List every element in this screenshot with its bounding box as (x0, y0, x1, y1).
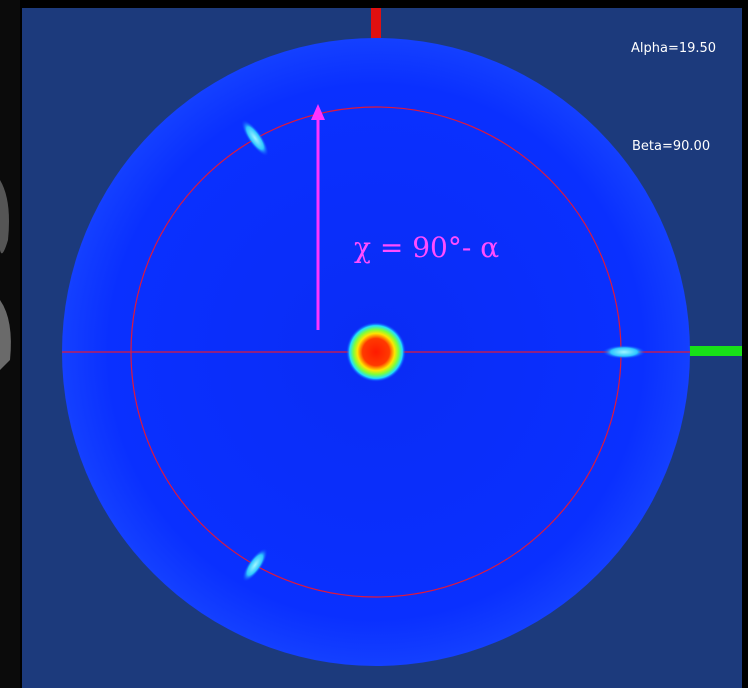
beta-readout: Beta=90.00 (632, 139, 710, 154)
axis-z (371, 8, 381, 40)
viewer: χ = 90°- α Alpha=19.50 Beta=90.00 (0, 0, 748, 688)
alpha-readout: Alpha=19.50 (631, 41, 716, 56)
pole-spot (602, 345, 646, 359)
page: χ = 90°- α Alpha=19.50 Beta=90.00 (() =>… (0, 0, 748, 688)
central-peak (346, 322, 406, 382)
chi-annotation: χ = 90°- α (354, 231, 499, 264)
axis-y (688, 346, 742, 356)
